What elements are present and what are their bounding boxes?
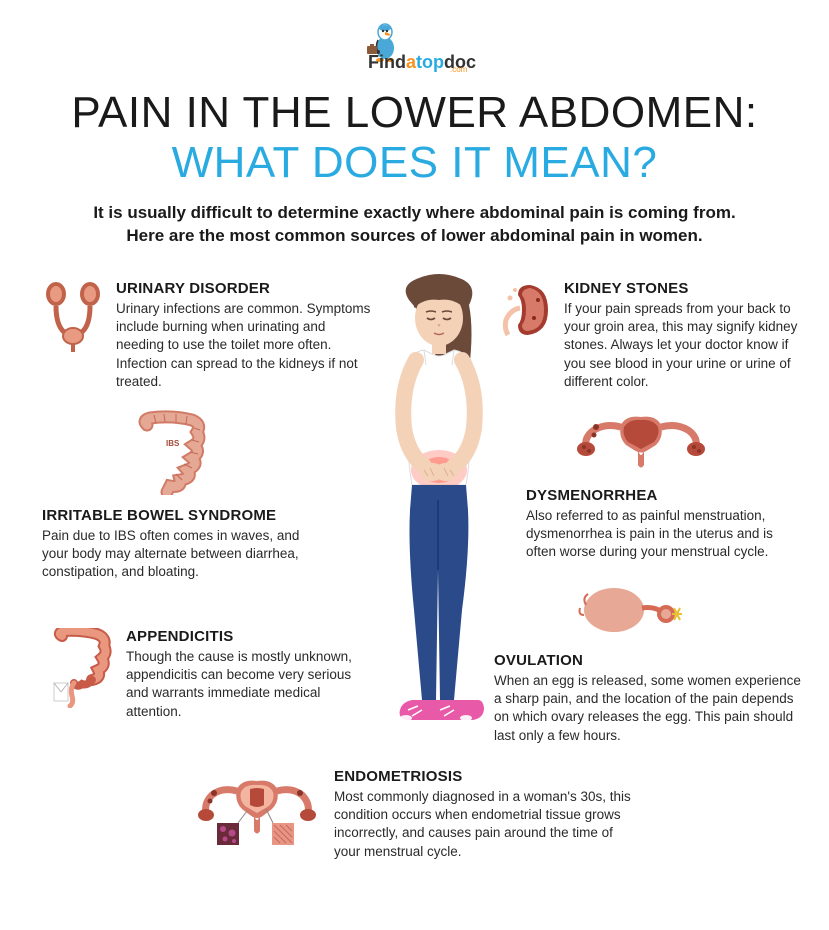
ibs-body: Pain due to IBS often comes in waves, an… [42,527,322,582]
ovulation-heading: OVULATION [494,652,804,669]
urinary-body: Urinary infections are common. Symptoms … [116,300,372,391]
ibs-text: IRRITABLE BOWEL SYNDROME Pain due to IBS… [42,507,322,582]
endometriosis-heading: ENDOMETRIOSIS [334,768,632,785]
bladder-icon [42,280,104,355]
ovulation-text: OVULATION When an egg is released, some … [494,652,804,745]
urinary-text: URINARY DISORDER Urinary infections are … [116,280,372,391]
logo-com: .com [450,65,468,73]
title-part2: WHAT DOES IT MEAN? [172,138,658,187]
logo-find: Find [368,52,406,72]
endometriosis-text: ENDOMETRIOSIS Most commonly diagnosed in… [334,768,632,861]
block-urinary: URINARY DISORDER Urinary infections are … [42,280,372,391]
subtitle-line1: It is usually difficult to determine exa… [93,203,735,222]
kidney-icon [500,280,552,342]
dysmenorrhea-body: Also referred to as painful menstruation… [526,507,806,562]
ibs-heading: IRRITABLE BOWEL SYNDROME [42,507,322,524]
appendicitis-body: Though the cause is mostly unknown, appe… [126,648,372,721]
block-ibs: IBS IRRITABLE BOWEL SYNDROME Pain due to… [42,410,322,582]
appendix-icon [52,628,114,708]
block-kidney: KIDNEY STONES If your pain spreads from … [500,280,806,391]
kidney-body: If your pain spreads from your back to y… [564,300,806,391]
title-part1: PAIN IN THE LOWER ABDOMEN: [71,88,757,137]
logo-area: Findatopdoc .com [22,18,807,78]
appendicitis-heading: APPENDICITIS [126,628,372,645]
main-title: PAIN IN THE LOWER ABDOMEN: WHAT DOES IT … [22,88,807,188]
subtitle: It is usually difficult to determine exa… [22,202,807,248]
findatopdoc-logo: Findatopdoc .com [340,18,490,73]
infographic-container: Findatopdoc .com PAIN IN THE LOWER ABDOM… [0,0,829,891]
kidney-text: KIDNEY STONES If your pain spreads from … [564,280,806,391]
dysmenorrhea-text: DYSMENORRHEA Also referred to as painful… [526,487,806,562]
endometriosis-icon [192,773,322,848]
intestine-icon: IBS [132,410,212,495]
block-endometriosis: ENDOMETRIOSIS Most commonly diagnosed in… [192,768,632,861]
block-appendicitis: APPENDICITIS Though the cause is mostly … [52,628,372,721]
logo-top: top [416,52,444,72]
ovulation-body: When an egg is released, some women expe… [494,672,804,745]
block-ovulation: OVULATION When an egg is released, some … [494,580,804,745]
svg-text:IBS: IBS [166,439,180,448]
urinary-heading: URINARY DISORDER [116,280,372,297]
kidney-heading: KIDNEY STONES [564,280,806,297]
appendicitis-text: APPENDICITIS Though the cause is mostly … [126,628,372,721]
content-area: URINARY DISORDER Urinary infections are … [22,280,807,930]
subtitle-line2: Here are the most common sources of lowe… [126,226,702,245]
endometriosis-body: Most commonly diagnosed in a woman's 30s… [334,788,632,861]
dysmenorrhea-heading: DYSMENORRHEA [526,487,806,504]
uterus-icon [566,405,716,475]
ovary-icon [574,580,684,640]
block-dysmenorrhea: DYSMENORRHEA Also referred to as painful… [526,405,806,562]
